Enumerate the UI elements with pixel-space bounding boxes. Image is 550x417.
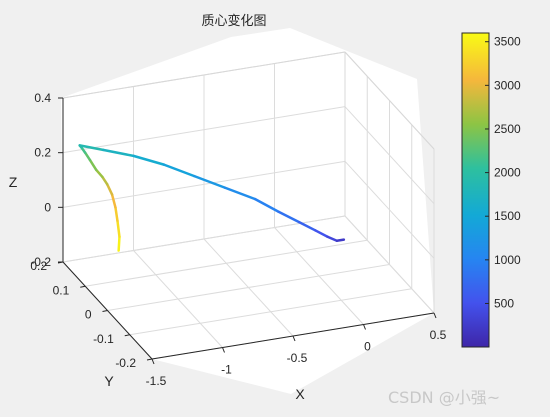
data-line-segment	[132, 154, 166, 166]
z-tick-label: -0.2	[30, 255, 51, 269]
y-tick-mark	[102, 310, 108, 312]
side-wall-grid-z	[344, 160, 435, 259]
z-tick-label: 0	[44, 200, 51, 214]
data-line-segment	[297, 220, 317, 232]
data-line-segment	[193, 174, 226, 189]
data-line-segment	[223, 186, 257, 201]
x-tick-label: 0.5	[430, 328, 447, 342]
y-tick-mark	[146, 358, 153, 361]
side-wall-grid-z	[344, 215, 435, 314]
data-line-segment	[162, 163, 196, 178]
y-tick-label: 0.1	[53, 283, 70, 297]
colorbar-tick-label: 500	[494, 296, 514, 310]
floor-grid-y	[107, 264, 390, 311]
data-line-segment	[83, 151, 92, 162]
y-axis-label: Y	[104, 373, 114, 389]
side-wall-grid-z	[344, 106, 435, 205]
colorbar-ticks: 500 1000 1500 2000 2500 3000 3500	[485, 35, 521, 310]
data-line-segment	[117, 235, 121, 252]
back-wall-grid-z	[62, 106, 346, 154]
y-tick-label: 0.2	[30, 259, 47, 273]
x-tick-label: 0	[364, 340, 371, 354]
colorbar-tick-label: 2000	[494, 166, 521, 180]
x-tick-mark	[222, 347, 225, 353]
data-line-segment	[101, 175, 109, 186]
data-line-segment	[78, 144, 105, 152]
data-line-segment	[116, 219, 121, 239]
data-line-segment	[105, 183, 114, 196]
data-line-segment	[314, 229, 329, 238]
data-line-segment	[101, 148, 135, 158]
z-axis-label: Z	[9, 174, 18, 190]
floor-grid-y	[85, 239, 368, 287]
colorbar-tick-label: 1000	[494, 253, 521, 267]
z-tick-label: 0.2	[34, 146, 51, 160]
x-tick-label: -0.5	[287, 351, 308, 365]
watermark: CSDN @小强~	[388, 388, 501, 407]
y-tick-label: 0	[85, 308, 92, 322]
back-wall-grid-z	[62, 160, 346, 208]
floor-grid-y	[129, 288, 412, 336]
y-tick-label: -0.1	[93, 332, 114, 346]
data-line-segment	[335, 238, 346, 242]
data-line-segment	[110, 193, 117, 209]
data-line-segment	[326, 235, 339, 242]
x-tick-mark	[292, 335, 296, 342]
x-tick-label: -1	[221, 363, 232, 377]
tick-labels: -1.5-1-0.500.5-0.2-0.100.10.2-0.200.20.4	[30, 91, 446, 388]
x-tick-mark	[151, 358, 155, 365]
chart-title: 质心变化图	[201, 13, 266, 29]
data-line-segment	[253, 197, 280, 213]
x-tick-mark	[363, 324, 366, 330]
data-line-segment	[94, 168, 104, 179]
x-tick-mark	[433, 312, 437, 319]
data-line-segment	[114, 206, 119, 223]
data-line-segment	[88, 158, 98, 172]
x-axis-label: X	[295, 386, 305, 402]
colorbar	[461, 32, 490, 348]
back-wall-grid-z	[62, 215, 346, 263]
data-series-line	[78, 144, 346, 252]
colorbar-tick-label: 2500	[494, 122, 521, 136]
y-tick-mark	[124, 334, 130, 337]
box-edge-top-back	[62, 51, 346, 99]
colorbar-tick-label: 3000	[494, 78, 521, 92]
colorbar-tick-label: 3500	[494, 35, 521, 49]
colorbar-tick-label: 1500	[494, 209, 521, 223]
y-tick-label: -0.2	[115, 356, 136, 370]
z-tick-label: 0.4	[34, 91, 51, 105]
box-edge-top-side	[344, 51, 435, 150]
y-tick-mark	[80, 285, 86, 288]
x-tick-label: -1.5	[146, 374, 167, 388]
data-line-segment	[277, 210, 301, 224]
